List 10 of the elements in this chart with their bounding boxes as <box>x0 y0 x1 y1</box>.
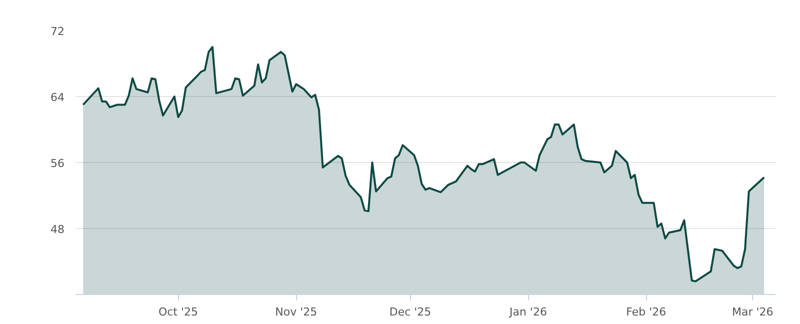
x-tick-label: Dec '25 <box>389 306 432 318</box>
x-tick-label: Jan '26 <box>508 306 547 318</box>
x-tick-label: Mar '26 <box>732 306 774 318</box>
y-tick-label: 64 <box>50 91 65 104</box>
y-tick-label: 56 <box>50 157 65 170</box>
y-tick-label: 72 <box>50 25 65 38</box>
x-tick-label: Nov '25 <box>275 306 318 318</box>
x-tick-label: Feb '26 <box>626 306 666 318</box>
y-tick-label: 48 <box>50 223 65 236</box>
x-tick-label: Oct '25 <box>158 306 198 318</box>
